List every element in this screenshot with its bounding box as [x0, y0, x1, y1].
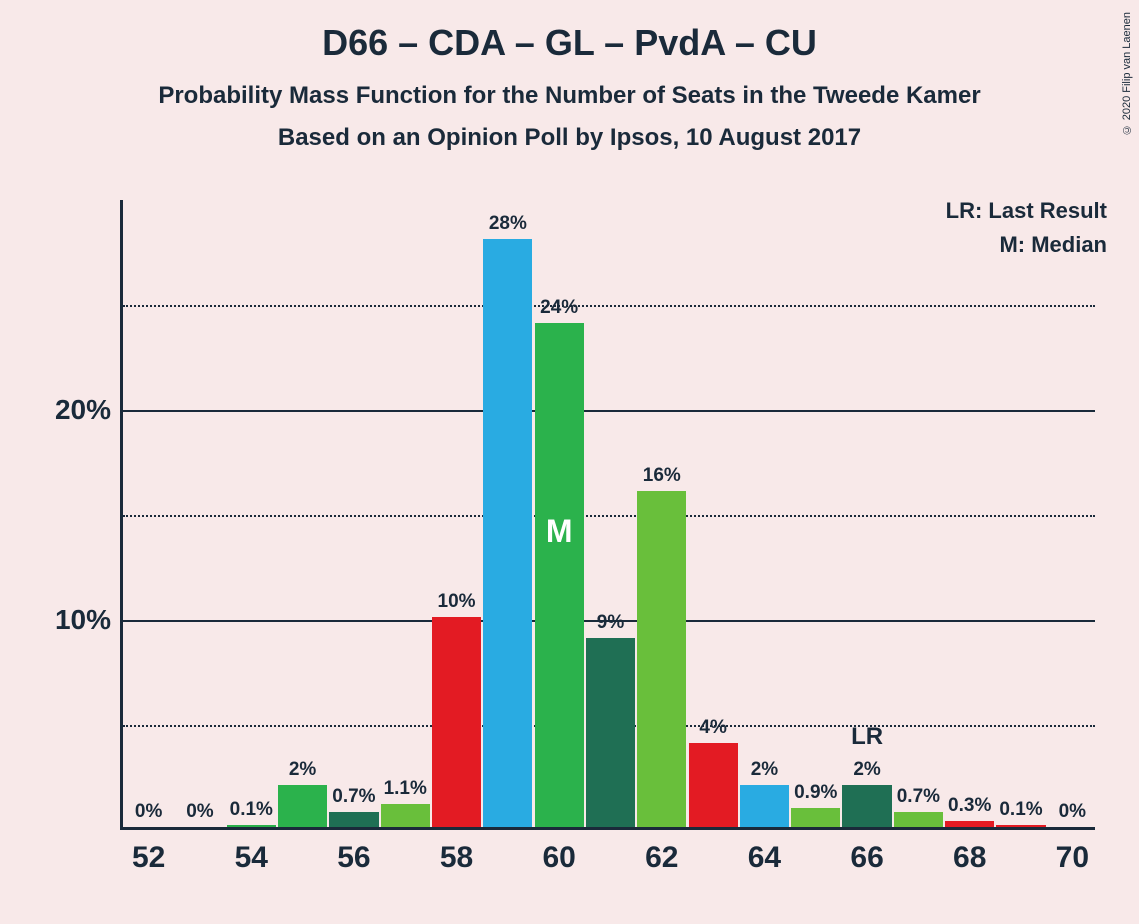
- bar: 16%: [637, 491, 686, 827]
- bar: 4%: [689, 743, 738, 827]
- bar: 9%: [586, 638, 635, 827]
- ytick-label: 10%: [55, 604, 111, 636]
- xtick-label: 64: [748, 841, 781, 875]
- bar-value-label: 0%: [186, 801, 213, 823]
- bar-value-label: 0.1%: [999, 799, 1042, 821]
- bar: 2%: [842, 785, 891, 827]
- bar: 0.7%: [329, 812, 378, 827]
- chart-title: D66 – CDA – GL – PvdA – CU: [0, 0, 1139, 64]
- bar-value-label: 10%: [438, 591, 476, 613]
- xtick-label: 56: [337, 841, 370, 875]
- bar: 0.7%: [894, 812, 943, 827]
- chart-subtitle-2: Based on an Opinion Poll by Ipsos, 10 Au…: [0, 124, 1139, 152]
- chart-container: D66 – CDA – GL – PvdA – CU Probability M…: [0, 0, 1139, 924]
- bar-value-label: 4%: [699, 717, 726, 739]
- bar-value-label: 0%: [135, 801, 162, 823]
- xtick-label: 54: [235, 841, 268, 875]
- bars-group: 0%0%0.1%2%0.7%1.1%10%28%24%9%16%4%2%0.9%…: [123, 200, 1095, 827]
- ytick-label: 20%: [55, 394, 111, 426]
- bar-value-label: 0.3%: [948, 795, 991, 817]
- bar-value-label: 28%: [489, 213, 527, 235]
- bar-value-label: 0.7%: [897, 786, 940, 808]
- bar-value-label: 24%: [540, 297, 578, 319]
- xtick-label: 62: [645, 841, 678, 875]
- bar: 2%: [278, 785, 327, 827]
- bar: 0.3%: [945, 821, 994, 827]
- bar: 28%: [483, 239, 532, 827]
- bar-value-label: 0.7%: [332, 786, 375, 808]
- bar-value-label: 2%: [853, 759, 880, 781]
- bar-value-label: 1.1%: [384, 778, 427, 800]
- chart-subtitle-1: Probability Mass Function for the Number…: [0, 82, 1139, 110]
- xtick-label: 58: [440, 841, 473, 875]
- bar: 2%: [740, 785, 789, 827]
- bar: 1.1%: [381, 804, 430, 827]
- bar: 0.9%: [791, 808, 840, 827]
- bar: 0.1%: [996, 825, 1045, 827]
- bar-value-label: 9%: [597, 612, 624, 634]
- copyright-text: © 2020 Filip van Laenen: [1121, 12, 1133, 135]
- bar-value-label: 0%: [1059, 801, 1086, 823]
- plot-area: 10%20%0%0%0.1%2%0.7%1.1%10%28%24%9%16%4%…: [120, 200, 1095, 830]
- bar-value-label: 0.1%: [230, 799, 273, 821]
- xtick-label: 70: [1056, 841, 1089, 875]
- bar-value-label: 0.9%: [794, 782, 837, 804]
- bar-value-label: 2%: [289, 759, 316, 781]
- bar-value-label: 16%: [643, 465, 681, 487]
- xtick-label: 60: [542, 841, 575, 875]
- bar-value-label: 2%: [751, 759, 778, 781]
- bar: 0.1%: [227, 825, 276, 827]
- last-result-marker: LR: [851, 723, 883, 751]
- bar: 10%: [432, 617, 481, 827]
- bar: 24%: [535, 323, 584, 827]
- xtick-label: 66: [850, 841, 883, 875]
- median-marker: M: [546, 513, 573, 550]
- xtick-label: 52: [132, 841, 165, 875]
- xtick-label: 68: [953, 841, 986, 875]
